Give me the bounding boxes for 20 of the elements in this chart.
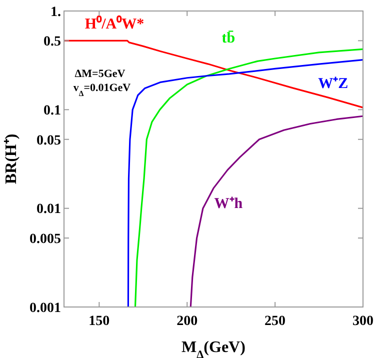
series-label: W⁺h [214, 196, 244, 212]
x-axis-title: M$_{Δ}$(GeV) [182, 339, 246, 358]
series-label: tb̄ [222, 30, 236, 47]
series-label: H⁰/A⁰W* [84, 14, 144, 33]
y-tick-label: 0.005 [30, 232, 61, 247]
y-tick-label: 0.05 [36, 133, 61, 148]
y-axis-title: BR(H⁺) [3, 134, 20, 184]
x-tick-label: 150 [88, 314, 110, 329]
y-tick-label: 0.1 [44, 104, 61, 119]
x-tick-label: 300 [352, 314, 374, 329]
series-label: W⁺Z [318, 76, 348, 92]
line-series [190, 115, 364, 308]
x-tick-label: 200 [176, 314, 198, 329]
annotation: v$_{Δ}$=0.01GeV [73, 82, 131, 98]
x-tick-label: 250 [264, 314, 286, 329]
y-tick-label: 0.01 [36, 202, 61, 218]
y-tick-label: 0.001 [30, 300, 61, 316]
y-tick-label: 0.5 [44, 34, 61, 50]
y-tick-label: 1. [50, 4, 61, 20]
annotation: ΔM=5GeV [74, 68, 126, 80]
